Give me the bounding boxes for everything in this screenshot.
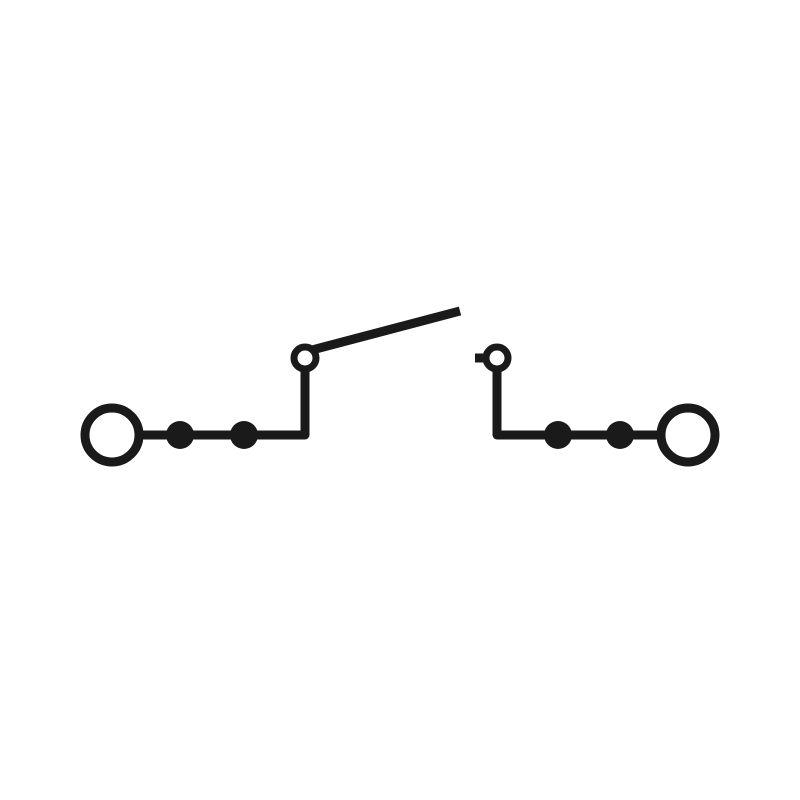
right-junction-dot-2 [606,421,634,449]
canvas-bg [0,0,800,800]
left-terminal [85,408,139,462]
left-pivot [294,347,316,369]
right-junction-dot-1 [544,421,572,449]
right-pivot [486,347,508,369]
left-junction-dot-2 [230,421,258,449]
right-terminal [661,408,715,462]
switch-schematic-diagram [0,0,800,800]
left-junction-dot-1 [166,421,194,449]
